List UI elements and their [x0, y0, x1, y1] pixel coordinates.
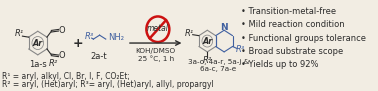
Text: R²: R² [48, 59, 58, 68]
Text: O: O [59, 51, 65, 60]
Text: 3a-o, 4a-r, 5a-j &
6a-c, 7a-e: 3a-o, 4a-r, 5a-j & 6a-c, 7a-e [188, 59, 249, 72]
Text: metal: metal [147, 24, 169, 33]
Text: • Functional groups tolerance: • Functional groups tolerance [241, 34, 366, 43]
Text: • Mild reaction condition: • Mild reaction condition [241, 20, 344, 29]
Text: 2a-t: 2a-t [90, 52, 107, 61]
Text: +: + [72, 37, 83, 50]
Text: R²: R² [203, 56, 212, 65]
Text: NH₂: NH₂ [108, 33, 124, 42]
Text: R³: R³ [236, 45, 245, 54]
Text: • Transition-metal-free: • Transition-metal-free [241, 7, 336, 16]
Text: Ar: Ar [33, 38, 43, 48]
Text: O: O [59, 26, 65, 35]
Text: R¹ = aryl, alkyl, Cl, Br, I, F, CO₂Et;: R¹ = aryl, alkyl, Cl, Br, I, F, CO₂Et; [2, 72, 129, 81]
Text: • Yields up to 92%: • Yields up to 92% [241, 60, 318, 69]
Text: R¹: R¹ [15, 29, 25, 38]
Text: KOH/DMSO
25 °C, 1 h: KOH/DMSO 25 °C, 1 h [136, 48, 176, 62]
Text: N: N [220, 23, 228, 32]
Text: 1a-s: 1a-s [29, 60, 46, 69]
Text: • Broad substrate scope: • Broad substrate scope [241, 47, 343, 56]
Text: R² = aryl, (Het)aryl; R³= aryl, (Het)aryl, allyl, propargyl: R² = aryl, (Het)aryl; R³= aryl, (Het)ary… [2, 80, 213, 89]
Text: R³: R³ [85, 32, 94, 41]
Text: R¹: R¹ [184, 29, 194, 38]
Text: Ar: Ar [202, 37, 212, 46]
